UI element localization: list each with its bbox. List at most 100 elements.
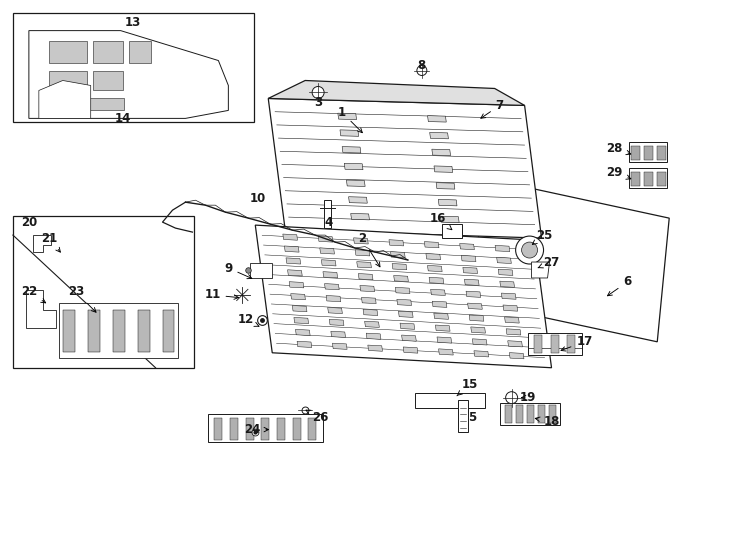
Text: 17: 17 (561, 335, 592, 351)
Polygon shape (436, 183, 455, 189)
Text: 20: 20 (21, 215, 37, 228)
Polygon shape (427, 116, 446, 122)
Text: 24: 24 (244, 423, 269, 436)
Text: 25: 25 (532, 228, 553, 245)
Bar (49, 71, 87, 91)
Polygon shape (326, 295, 341, 302)
Polygon shape (363, 309, 378, 315)
Bar (277, 417, 285, 440)
Bar (567, 335, 575, 353)
Text: 8: 8 (418, 59, 426, 72)
Text: 1: 1 (338, 106, 363, 133)
Polygon shape (432, 301, 447, 307)
Polygon shape (463, 267, 478, 274)
Text: 4: 4 (324, 215, 333, 228)
Polygon shape (268, 80, 525, 105)
Polygon shape (366, 333, 381, 339)
Polygon shape (292, 306, 307, 312)
Polygon shape (39, 80, 91, 118)
Text: 14: 14 (115, 112, 131, 125)
Polygon shape (403, 347, 418, 353)
Polygon shape (401, 335, 416, 341)
Text: 2: 2 (358, 232, 380, 267)
Polygon shape (531, 262, 550, 278)
Polygon shape (435, 325, 450, 331)
Polygon shape (389, 240, 404, 246)
Polygon shape (360, 286, 374, 292)
Bar (644, 146, 653, 160)
Bar (128, 40, 150, 63)
Bar (324, 200, 331, 228)
Polygon shape (284, 246, 299, 252)
Bar (137, 310, 150, 352)
Bar (442, 224, 462, 238)
Polygon shape (342, 146, 361, 153)
Polygon shape (465, 279, 479, 286)
Bar (49, 40, 87, 63)
Bar (534, 335, 542, 353)
Bar (63, 310, 75, 352)
Polygon shape (354, 238, 368, 244)
Polygon shape (498, 269, 513, 275)
Polygon shape (268, 98, 542, 238)
Bar (458, 400, 468, 431)
Polygon shape (319, 236, 333, 242)
Text: 29: 29 (606, 166, 631, 179)
Polygon shape (361, 298, 376, 303)
Circle shape (312, 86, 324, 98)
Text: 28: 28 (606, 142, 631, 155)
Text: 18: 18 (535, 415, 560, 428)
Text: 9: 9 (224, 261, 252, 279)
Bar (293, 417, 300, 440)
Polygon shape (294, 318, 308, 323)
Polygon shape (358, 274, 373, 280)
Polygon shape (439, 349, 453, 355)
Bar (88, 310, 100, 352)
Polygon shape (349, 197, 367, 203)
Polygon shape (297, 341, 312, 347)
Polygon shape (629, 143, 667, 163)
Polygon shape (392, 264, 407, 270)
Polygon shape (393, 275, 408, 282)
Polygon shape (330, 319, 344, 326)
Polygon shape (340, 130, 359, 136)
Polygon shape (469, 315, 484, 321)
Bar (261, 417, 269, 440)
Bar (49, 98, 123, 110)
Polygon shape (424, 241, 439, 248)
Bar (208, 414, 323, 442)
Text: 5: 5 (468, 411, 476, 424)
Polygon shape (33, 235, 51, 252)
Polygon shape (438, 199, 457, 206)
Bar (657, 172, 666, 186)
Polygon shape (288, 270, 302, 276)
Polygon shape (431, 289, 446, 295)
Polygon shape (472, 178, 669, 342)
Bar (500, 403, 559, 424)
Text: 15: 15 (457, 378, 478, 396)
Polygon shape (365, 321, 379, 327)
Polygon shape (629, 168, 667, 188)
Text: 23: 23 (68, 286, 96, 312)
Text: 6: 6 (608, 275, 631, 296)
Polygon shape (355, 249, 370, 256)
Circle shape (506, 392, 517, 404)
Bar (162, 310, 175, 352)
Polygon shape (323, 272, 338, 278)
Bar (657, 146, 666, 160)
Polygon shape (320, 248, 335, 254)
Polygon shape (508, 341, 523, 347)
Polygon shape (501, 293, 516, 299)
Polygon shape (434, 166, 453, 172)
Bar (537, 404, 545, 423)
Polygon shape (440, 216, 459, 222)
Bar (250, 263, 272, 278)
Polygon shape (497, 258, 512, 264)
Bar (112, 310, 125, 352)
Bar (13, 12, 254, 123)
Polygon shape (500, 281, 515, 287)
Text: 27: 27 (538, 255, 559, 268)
Text: 12: 12 (237, 313, 259, 326)
Bar (214, 417, 222, 440)
Polygon shape (396, 287, 410, 294)
